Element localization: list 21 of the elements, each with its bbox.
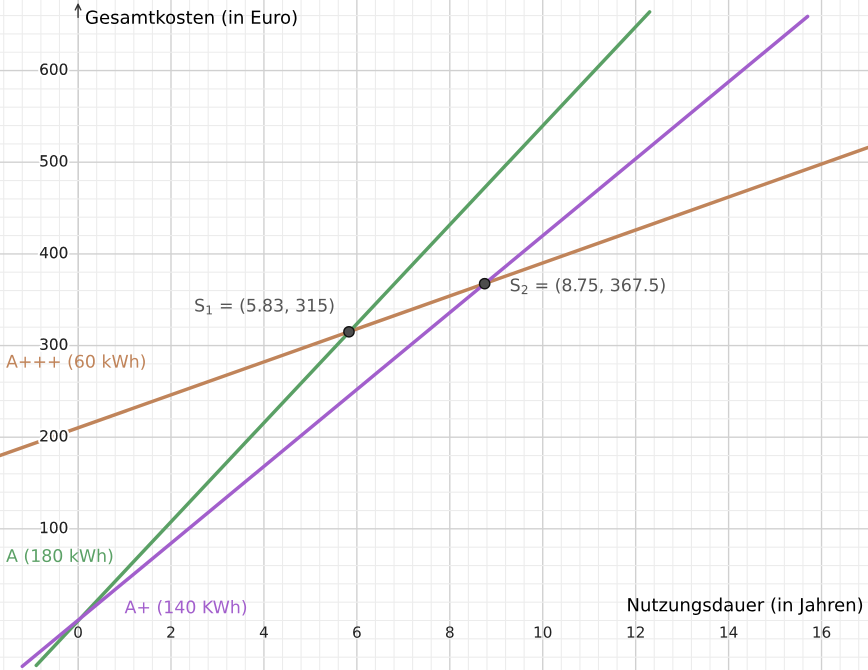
x-tick-label: 4 bbox=[260, 626, 268, 638]
y-tick-label: 300 bbox=[40, 338, 68, 350]
x-axis-title: Nutzungsdauer (in Jahren) bbox=[628, 598, 862, 616]
y-tick-label: 600 bbox=[40, 63, 68, 76]
x-tick-label: 0 bbox=[74, 626, 82, 638]
x-tick-label: 8 bbox=[446, 626, 454, 638]
series-label: A+++ (60 kWh) bbox=[6, 354, 145, 370]
series-label: A (180 kWh) bbox=[6, 548, 112, 564]
series-label: A+ (140 KWh) bbox=[124, 600, 246, 616]
x-tick-label: 10 bbox=[534, 626, 552, 638]
y-tick-label: 100 bbox=[40, 522, 68, 534]
x-tick-label: 2 bbox=[167, 626, 174, 638]
annotation: S$_{1}$ = (5.83, 315) bbox=[195, 298, 334, 314]
y-tick-label: 400 bbox=[40, 246, 68, 258]
x-tick-label: 12 bbox=[628, 626, 644, 638]
x-tick-label: 16 bbox=[813, 626, 830, 638]
y-axis-title: Gesamtkosten (in Euro) bbox=[86, 10, 297, 26]
annotation: S$_{2}$ = (8.75, 367.5) bbox=[510, 278, 665, 294]
x-tick-label: 6 bbox=[353, 626, 361, 638]
y-tick-label: 500 bbox=[40, 155, 68, 167]
x-tick-label: 14 bbox=[720, 626, 738, 638]
